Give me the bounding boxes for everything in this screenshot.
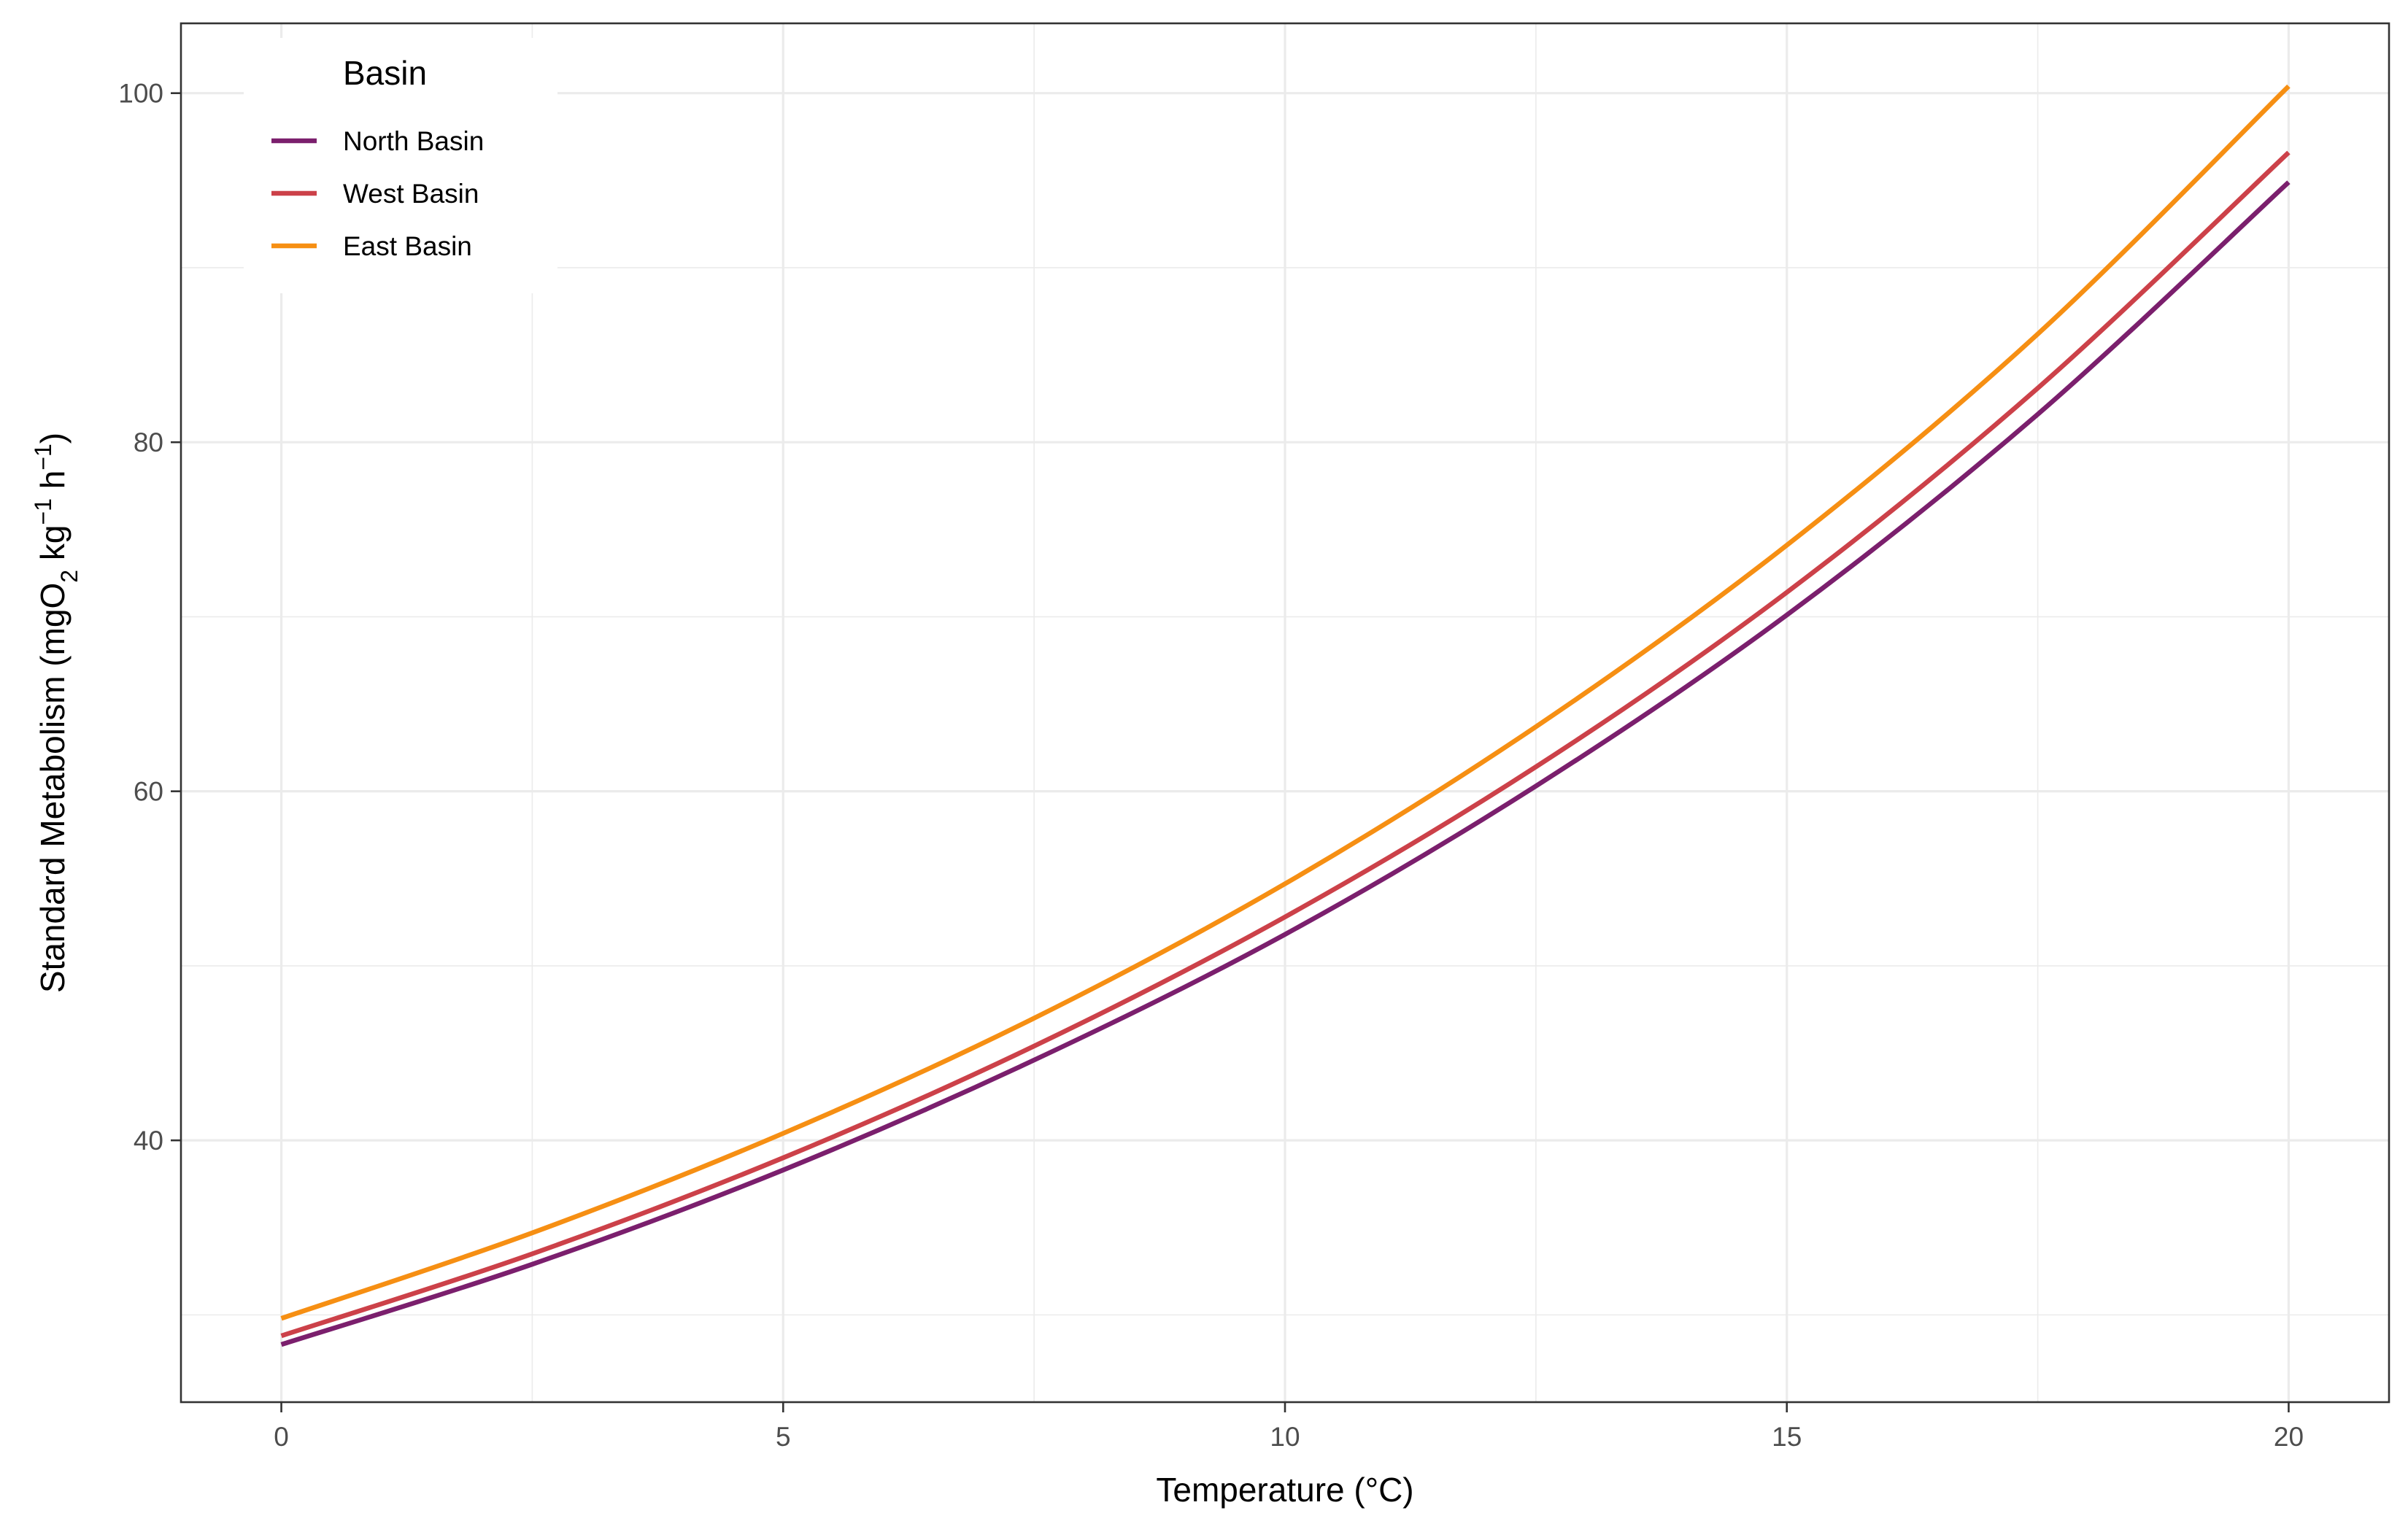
x-axis-title: Temperature (°C) — [1156, 1471, 1413, 1509]
legend-label-east-basin: East Basin — [343, 231, 472, 261]
y-tick-label: 80 — [134, 428, 163, 457]
y-axis: 40 60 80 100 — [118, 79, 181, 1156]
series-line-west-basin — [280, 150, 2291, 1339]
y-tick-label: 100 — [118, 79, 163, 109]
series-lines — [280, 84, 2291, 1347]
x-tick-label: 0 — [274, 1422, 289, 1452]
legend-label-north-basin: North Basin — [343, 126, 484, 156]
x-tick-label: 20 — [2274, 1422, 2304, 1452]
x-tick-label: 15 — [1772, 1422, 1802, 1452]
y-axis-title-part: h — [34, 471, 72, 498]
series-line-east-basin — [280, 84, 2291, 1321]
series-line-north-basin — [280, 180, 2291, 1347]
y-axis-title: Standard Metabolism (mgO2 kg−1 h−1) — [30, 433, 82, 993]
y-tick-label: 60 — [134, 777, 163, 807]
y-axis-title-superscript: −1 — [30, 498, 56, 525]
y-axis-title-superscript: −1 — [30, 444, 56, 470]
legend-items: North Basin West Basin East Basin — [271, 126, 484, 261]
legend-label-west-basin: West Basin — [343, 179, 479, 209]
legend: Basin North Basin West Basin East Basin — [244, 38, 557, 293]
legend-background — [244, 38, 557, 293]
y-axis-title-part: Standard Metabolism (mgO — [34, 583, 72, 993]
x-axis: 0 5 10 15 20 — [274, 1402, 2304, 1452]
legend-title: Basin — [343, 54, 427, 92]
y-axis-title-part: kg — [34, 525, 72, 570]
y-axis-title-subscript: 2 — [56, 570, 82, 583]
x-tick-label: 10 — [1270, 1422, 1300, 1452]
y-tick-label: 40 — [134, 1126, 163, 1156]
x-tick-label: 5 — [776, 1422, 791, 1452]
y-axis-title-part: ) — [34, 433, 72, 444]
